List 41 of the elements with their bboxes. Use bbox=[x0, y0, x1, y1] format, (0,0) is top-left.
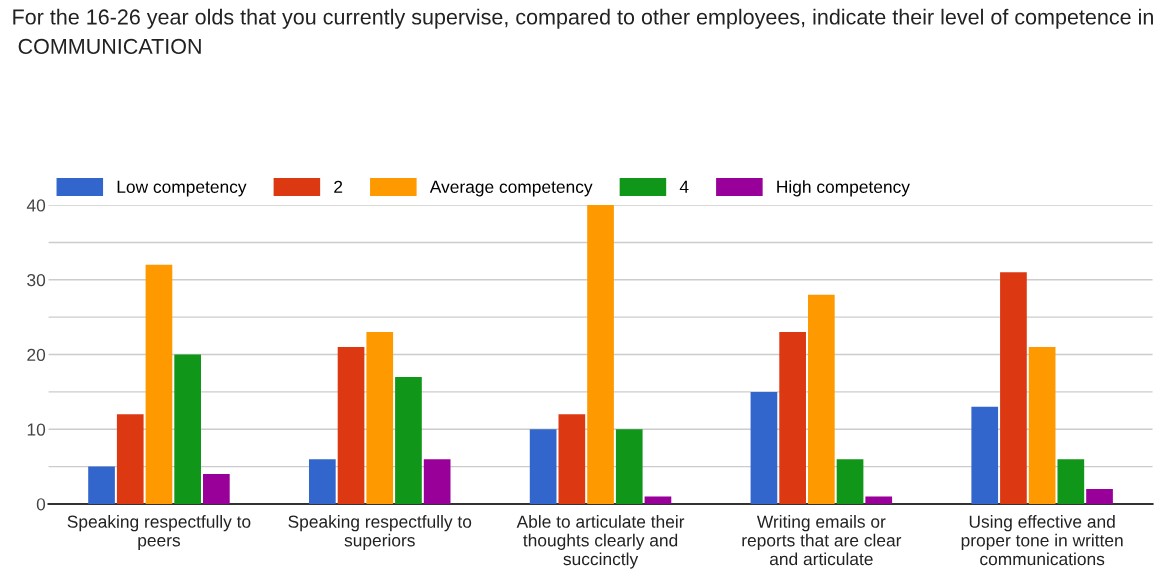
bar bbox=[88, 466, 115, 504]
x-tick-label: Writing emails or reports that are clear and articulate bbox=[742, 515, 902, 566]
legend-label: 4 bbox=[679, 180, 689, 193]
bar bbox=[203, 474, 230, 504]
bar bbox=[116, 414, 144, 504]
legend-label: 2 bbox=[334, 180, 343, 193]
bar bbox=[174, 354, 201, 504]
legend-label: Low competency bbox=[117, 180, 247, 197]
bar bbox=[395, 376, 422, 504]
bar bbox=[308, 459, 336, 504]
y-tick-label: 20 bbox=[27, 348, 46, 361]
chart-title: For the 16-26 year olds that you currently supervise, compared to other employees, indicate their level of competence in COMMUNICATION bbox=[13, 8, 1153, 55]
x-tick-label: Speaking respectfully to superiors bbox=[288, 515, 472, 550]
bar bbox=[836, 459, 864, 504]
bar bbox=[750, 391, 778, 504]
bar bbox=[644, 496, 672, 504]
bar bbox=[423, 459, 451, 504]
bar bbox=[1057, 459, 1085, 504]
bar bbox=[1028, 347, 1056, 504]
legend-label: Average competency bbox=[429, 180, 593, 197]
bar bbox=[337, 347, 365, 504]
bar bbox=[971, 406, 999, 504]
y-tick-label: 30 bbox=[27, 273, 46, 287]
bar bbox=[1086, 489, 1113, 504]
x-tick-label: Able to articulate their thoughts clearly and succinctly bbox=[516, 515, 685, 569]
bar bbox=[807, 294, 835, 504]
y-tick-label: 10 bbox=[27, 423, 46, 436]
bar bbox=[558, 414, 586, 504]
bar bbox=[529, 429, 557, 504]
x-tick-label: Speaking respectfully to peers bbox=[67, 515, 251, 550]
bar bbox=[615, 429, 643, 504]
y-tick-label: 40 bbox=[26, 199, 46, 212]
bar bbox=[1000, 272, 1027, 504]
bar bbox=[587, 205, 614, 504]
legend-label: High competency bbox=[777, 180, 910, 197]
bar bbox=[145, 264, 173, 504]
y-tick-label: 0 bbox=[36, 498, 46, 511]
bar bbox=[366, 332, 394, 504]
x-tick-label: Using effective and proper tone in written communications bbox=[961, 515, 1123, 566]
bar bbox=[865, 496, 893, 504]
bar bbox=[779, 332, 806, 504]
